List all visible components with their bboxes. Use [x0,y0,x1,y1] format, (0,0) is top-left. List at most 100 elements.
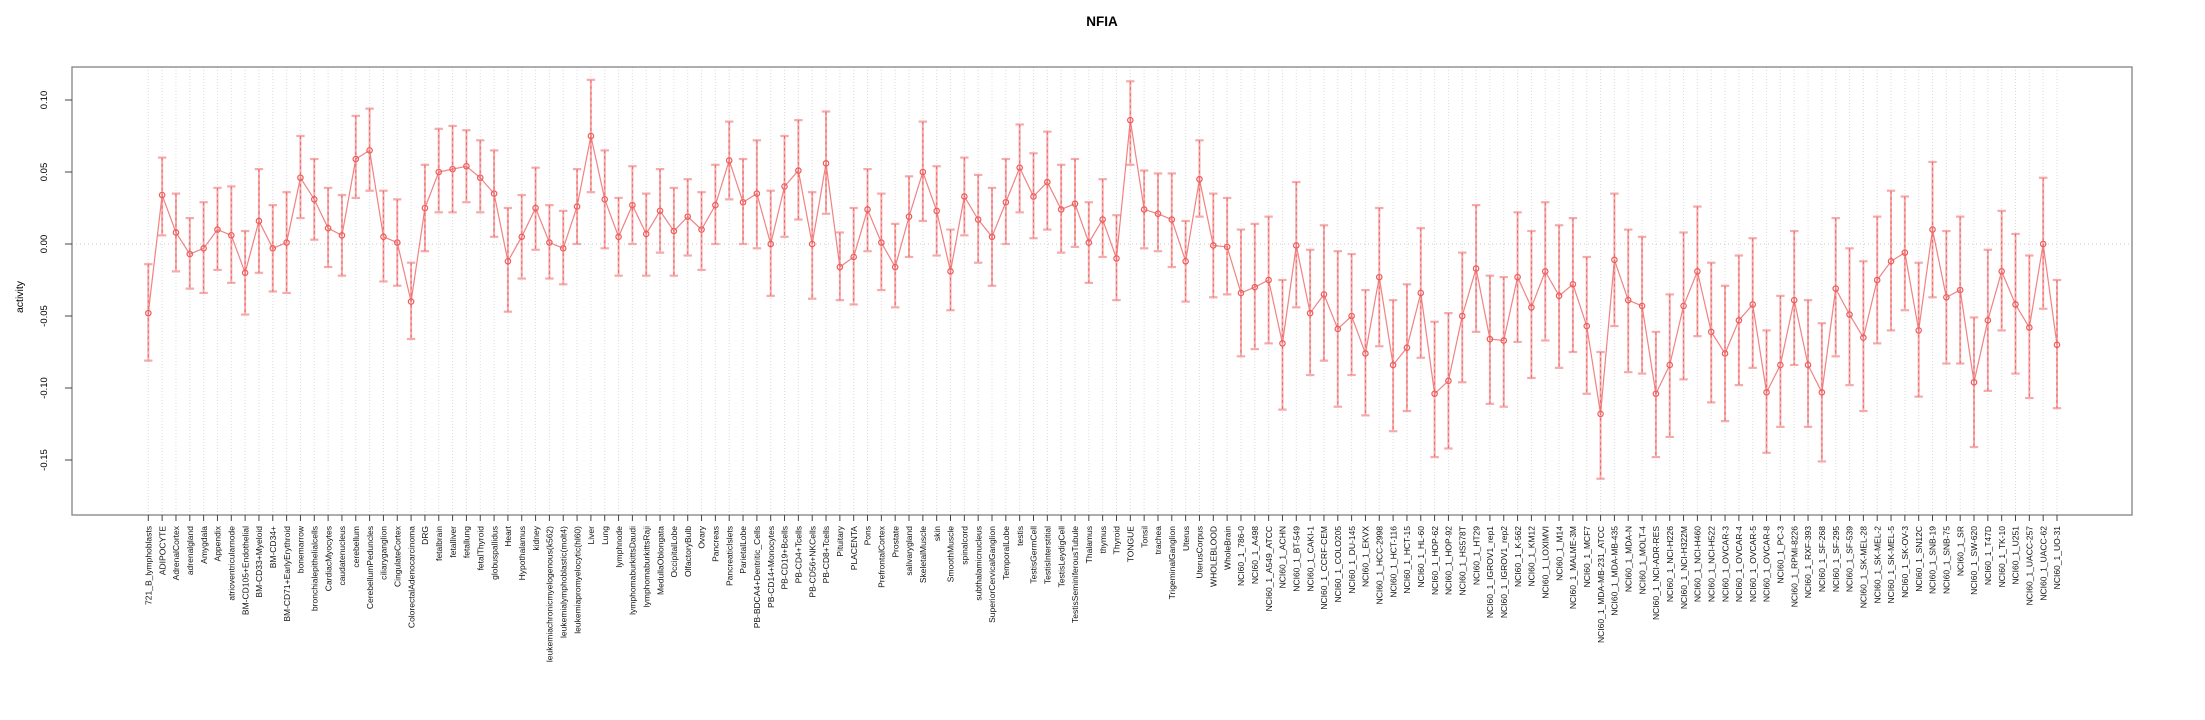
x-category-label: Appendix [213,525,223,561]
x-category-label: TestisLeydigCell [1056,526,1066,588]
data-point [836,263,844,271]
data-point [1445,377,1452,385]
x-category-label: UterusCorpus [1195,526,1205,578]
x-category-label: PB-CD56+NKCells [807,526,817,598]
x-category-label: lymphomaburkittsRaji [641,526,651,607]
data-point [1970,378,1978,386]
x-category-label: 721_B_lymphoblasts [144,526,154,605]
data-point [1887,257,1895,265]
data-point [850,253,857,261]
x-category-label: NCI60_1_OVCAR-3 [1720,526,1730,602]
x-category-label: NCI60_1_MOLT-4 [1637,526,1647,595]
data-point [1929,226,1936,233]
data-point [546,239,553,246]
data-point [380,233,387,241]
x-category-label: thymus [1098,526,1108,553]
data-point [1002,198,1010,206]
data-point [407,298,415,305]
x-category-label: NCI60_1_SK-MEL-5 [1886,526,1896,604]
x-category-label: NCI60_1_KM12 [1527,526,1537,587]
data-point [1044,178,1051,186]
x-category-label: TemporalLobe [1001,526,1011,580]
x-category-label: NCI60_1_ACHN [1278,526,1288,588]
x-category-label: NCI60_1_CCRF-CEM [1319,526,1329,610]
x-category-label: AdrenalCortex [171,525,181,580]
x-category-label: BM-CD105+Endothelial [240,526,250,615]
data-point [393,239,401,246]
data-point [1611,256,1618,264]
x-category-label: Tonsil [1139,526,1149,548]
data-point [1832,285,1840,292]
data-point [670,227,678,235]
y-axis: 0.10 0.05 0.00 -0.05 -0.10 -0.15 [39,91,72,471]
data-point [421,204,429,212]
data-point [2053,341,2061,349]
x-category-label: NCI60_1_HCT-116 [1388,526,1398,598]
data-points [145,116,2061,418]
data-point [1320,291,1328,298]
x-category-label: NCI60_1_HOP-62 [1430,526,1440,595]
category-gridlines [147,67,2058,515]
series-line [147,120,2058,415]
x-category-label: CingulateCortex [392,525,402,587]
data-point [1472,265,1480,272]
data-point [1943,293,1950,301]
data-point [476,174,484,182]
x-category-label: NCI60_1_A549_ATCC [1264,526,1274,611]
data-point [186,250,194,258]
data-point [725,157,733,164]
data-point [1514,273,1521,281]
x-category-label: PB-BDCA4+Dentritic_Cells [752,526,762,628]
y-tick-label: -0.15 [39,449,50,471]
data-point [1915,327,1922,334]
data-point [1555,292,1563,300]
x-category-label: WholeBrain [1222,526,1232,570]
x-category-label: TestisInterstitial [1043,526,1053,584]
data-point [490,190,498,197]
x-category-label: NCI60_1_U251 [2011,526,2021,585]
data-point [435,168,443,176]
x-category-label: Hypothalamus [517,526,527,580]
x-category-label: NCI60_1_HOP-92 [1444,526,1454,595]
data-point [1209,242,1217,249]
data-point [1721,350,1729,357]
x-category-label: WHOLEBLOOD [1208,526,1218,587]
x-category-label: lymphnode [614,526,624,568]
x-category-label: NCI60_1_UACC-257 [2025,526,2035,606]
data-point [1666,361,1674,369]
data-point [601,196,609,203]
data-point [822,160,830,167]
x-category-label: NCI60_1_SF-295 [1831,526,1841,592]
x-category-label: leukemialymphoblastic(molt4) [558,526,568,638]
data-point [2039,240,2047,248]
data-point [269,245,277,252]
data-point [1860,334,1867,341]
x-category-label: PB-CD4+Tcells [794,526,804,583]
x-category-label: MedullaOblongata [655,526,665,595]
data-point [310,196,318,203]
x-category-label: NCI60_1_IGROV1_rep1 [1485,526,1495,618]
data-point [1306,309,1314,317]
x-category-label: NCI60_1_A498 [1250,526,1260,584]
x-category-label: OlfactoryBulb [683,526,693,577]
x-category-label: NCI60_1_NCI-H522 [1706,526,1716,602]
x-category-label: subthalamicnucleus [973,526,983,601]
x-category-label: NCI60_1_HT29 [1471,526,1481,585]
data-point [338,232,346,239]
data-point [1873,276,1881,284]
x-category-label: PancreaticIslets [724,526,734,586]
x-category-label: lymphomaburkittsDaudi [628,526,638,615]
data-point [1901,249,1909,256]
data-point [684,213,692,220]
data-point [629,201,636,209]
x-category-label: Lung [600,526,610,545]
x-category-label: Amygdala [199,526,209,564]
x-category-label: NCI60_1_HCC-2998 [1374,526,1384,605]
y-tick-label: 0.10 [39,91,50,110]
data-point [1707,328,1715,336]
x-category-label: NCI60_1_RPMI-8226 [1789,526,1799,608]
x-category-label: skin [932,526,942,541]
x-category-label: NCI60_1_SW-620 [1969,526,1979,595]
data-point [1528,304,1535,311]
